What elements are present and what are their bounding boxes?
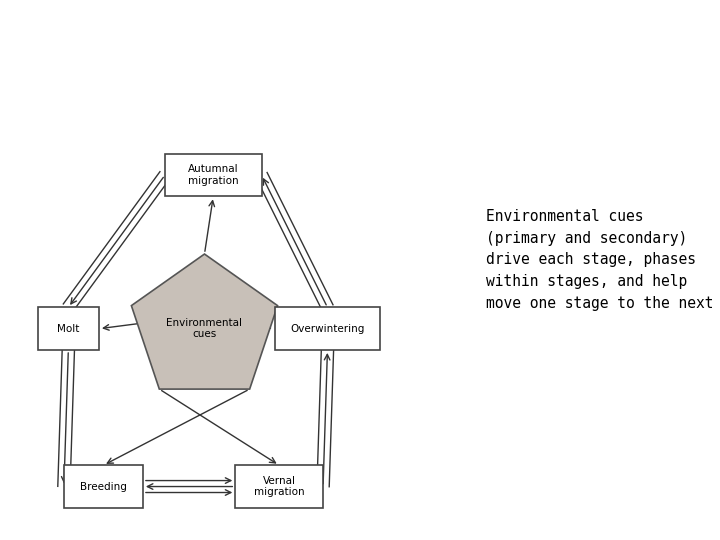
Text: Breeding: Breeding [80, 482, 127, 491]
Text: ANNUAL CYCLES: ANNUAL CYCLES [122, 39, 377, 68]
FancyBboxPatch shape [275, 307, 380, 350]
Polygon shape [131, 254, 278, 389]
Text: Vernal
migration: Vernal migration [254, 476, 305, 497]
FancyBboxPatch shape [37, 307, 99, 350]
Text: Environmental
cues: Environmental cues [166, 318, 243, 340]
Text: Autumnal
migration: Autumnal migration [188, 164, 238, 186]
FancyBboxPatch shape [64, 465, 143, 508]
Text: Molt: Molt [57, 323, 79, 334]
Text: Environmental cues
(primary and secondary)
drive each stage, phases
within stage: Environmental cues (primary and secondar… [485, 209, 713, 310]
FancyBboxPatch shape [165, 154, 261, 197]
Text: Overwintering: Overwintering [290, 323, 364, 334]
FancyBboxPatch shape [235, 465, 323, 508]
